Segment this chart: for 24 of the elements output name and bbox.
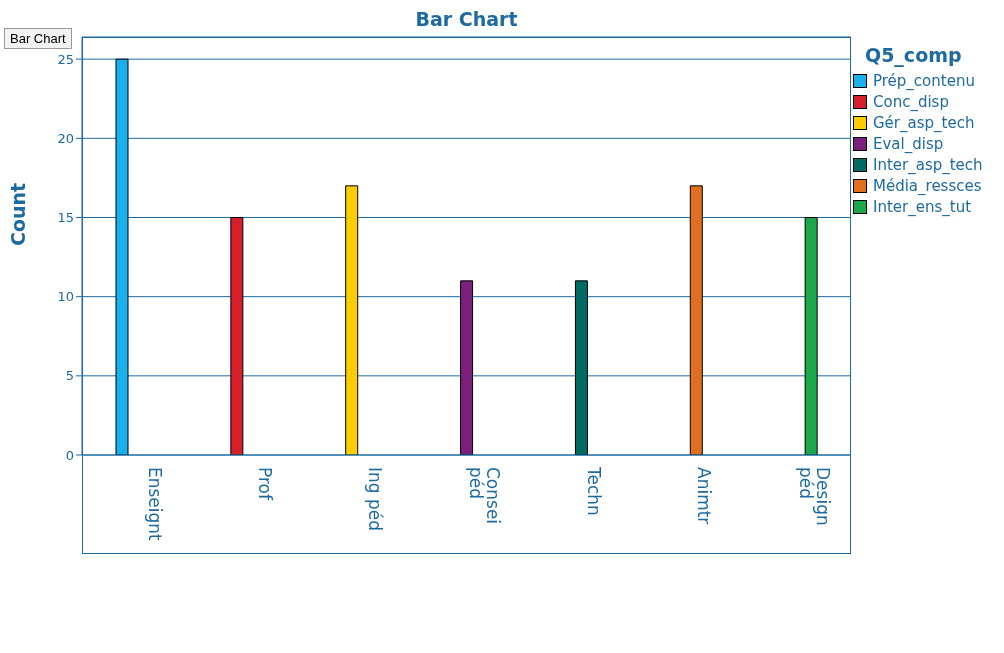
legend-label: Conc_disp [873,92,949,111]
y-tick-label: 0 [65,447,74,463]
legend-label: Prép_contenu [873,71,975,90]
legend-title: Q5_comp [865,44,963,66]
y-tick-label: 25 [57,51,74,67]
y-tick-label: 20 [57,130,74,146]
x-tick-label: Animtr [694,467,715,525]
y-axis-title: Count [6,182,29,246]
x-tick-label: Enseignt [144,467,165,542]
x-tick-label: Design péd [795,467,833,526]
x-tick-label: Consei péd [466,467,503,525]
legend-label: Eval_disp [873,134,944,153]
x-tick-label: Prof [254,467,275,501]
x-tick-label: Ing péd [364,467,385,532]
y-tick-label: 10 [57,289,74,305]
text: Bar Chart [4,28,72,49]
legend-label: Média_ressces [873,176,982,195]
legend-label: Inter_ens_tut [873,197,972,216]
legend-label: Inter_asp_tech [873,155,983,174]
legend-label: Gér_asp_tech [873,113,975,132]
x-tick-label: Techn [584,466,605,516]
y-tick-label: 5 [65,368,74,384]
chart-title: Bar Chart [414,8,519,30]
y-tick-label: 15 [57,210,74,226]
